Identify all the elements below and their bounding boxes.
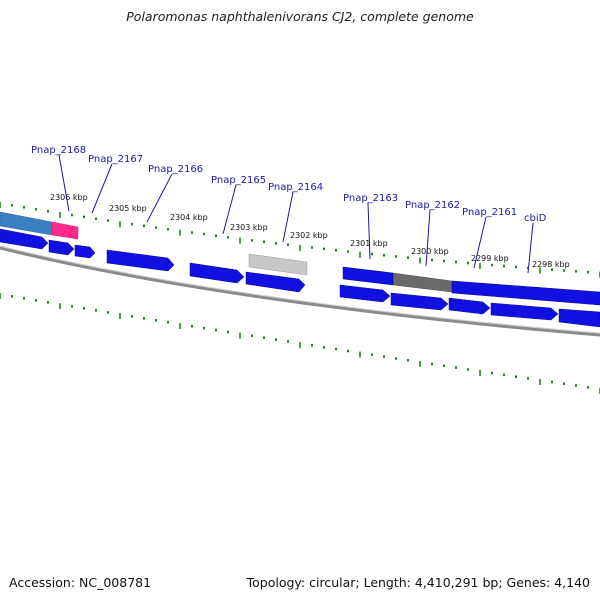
feature-highlight[interactable] xyxy=(51,221,79,240)
gene-label-texts: Pnap_2168 Pnap_2167 Pnap_2166 Pnap_2165 … xyxy=(31,145,547,224)
cds-arrow[interactable] xyxy=(390,292,449,311)
leader-line xyxy=(222,184,237,235)
kbp-label: 2299 kbp xyxy=(471,254,509,263)
lower-tick-track xyxy=(0,293,600,394)
leader-line xyxy=(473,216,487,269)
gene-label[interactable]: Pnap_2165 xyxy=(211,175,266,186)
feature-light-gray[interactable] xyxy=(248,253,308,276)
gene-label[interactable]: Pnap_2164 xyxy=(268,182,323,193)
feature-track xyxy=(0,211,453,293)
gene-label[interactable]: Pnap_2163 xyxy=(343,193,398,204)
leader-line xyxy=(58,154,70,212)
kbp-label: 2302 kbp xyxy=(290,231,328,240)
genome-backbone xyxy=(0,246,600,337)
accession-label: Accession: NC_008781 xyxy=(9,575,152,590)
cds-arrow[interactable] xyxy=(48,239,75,256)
kbp-label: 2301 kbp xyxy=(350,239,388,248)
kbp-label: 2300 kbp xyxy=(411,247,449,256)
cds-arrow[interactable] xyxy=(106,249,175,272)
kbp-label: 2304 kbp xyxy=(170,213,208,222)
map-title: Polaromonas naphthalenivorans CJ2, compl… xyxy=(126,9,474,24)
cds-arrow[interactable] xyxy=(451,280,600,306)
cds-arrow[interactable] xyxy=(558,308,600,328)
cds-arrow[interactable] xyxy=(490,302,559,321)
leader-line xyxy=(527,222,534,274)
kbp-labels: 2306 kbp 2305 kbp 2304 kbp 2303 kbp 2302… xyxy=(50,193,570,269)
kbp-label: 2298 kbp xyxy=(532,260,570,269)
feature-dark-gray[interactable] xyxy=(392,272,453,293)
cds-arrow[interactable] xyxy=(339,284,391,303)
leader-line xyxy=(367,202,371,260)
cds-track xyxy=(0,228,600,328)
cds-arrow[interactable] xyxy=(245,271,306,293)
kbp-label: 2303 kbp xyxy=(230,223,268,232)
leader-line xyxy=(425,209,431,267)
gene-label[interactable]: Pnap_2166 xyxy=(148,164,203,175)
gene-labels xyxy=(58,154,534,274)
genome-backbone-highlight xyxy=(0,245,600,334)
kbp-label: 2306 kbp xyxy=(50,193,88,202)
leader-line xyxy=(146,173,173,223)
upper-tick-track xyxy=(0,202,600,278)
leader-line xyxy=(282,191,294,243)
gene-label[interactable]: Pnap_2161 xyxy=(462,207,517,218)
genome-summary: Topology: circular; Length: 4,410,291 bp… xyxy=(246,575,590,590)
cds-arrow[interactable] xyxy=(0,228,49,250)
gene-label[interactable]: Pnap_2162 xyxy=(405,200,460,211)
kbp-label: 2305 kbp xyxy=(109,204,147,213)
cds-arrow[interactable] xyxy=(448,297,491,315)
cds-arrow[interactable] xyxy=(74,244,96,259)
cds-arrow[interactable] xyxy=(189,262,245,284)
leader-line xyxy=(91,163,113,214)
cds-arrow[interactable] xyxy=(342,266,394,286)
gene-label[interactable]: cbiD xyxy=(524,213,547,224)
gene-label[interactable]: Pnap_2168 xyxy=(31,145,86,156)
gene-label[interactable]: Pnap_2167 xyxy=(88,154,143,165)
